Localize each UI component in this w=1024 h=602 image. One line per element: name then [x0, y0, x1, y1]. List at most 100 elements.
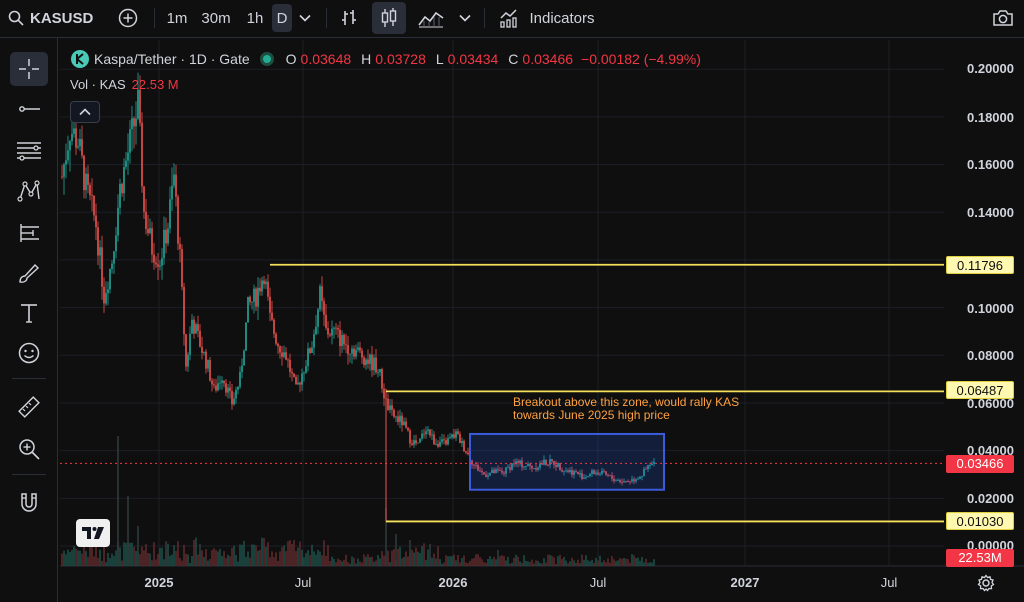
candle-body	[317, 309, 319, 327]
snapshot-button[interactable]	[988, 0, 1018, 36]
volume-bar	[615, 561, 617, 566]
emoji-tool[interactable]	[10, 336, 48, 370]
volume-bar	[145, 544, 147, 566]
high-label: H	[361, 51, 372, 67]
level-tag-high[interactable]: 0.11796	[946, 256, 1014, 274]
brush-tool[interactable]	[10, 256, 48, 290]
candle-body	[379, 369, 381, 373]
candle-body	[151, 228, 153, 255]
volume-bar	[395, 534, 397, 566]
candle-body	[491, 469, 493, 473]
zoom-in-icon	[19, 439, 40, 460]
candle-body	[521, 460, 523, 468]
volume-bar	[597, 560, 599, 566]
volume-bar	[359, 561, 361, 566]
candle-body	[123, 167, 125, 194]
candle-body	[83, 155, 85, 191]
candle-body	[409, 430, 411, 444]
volume-bar	[641, 556, 643, 566]
volume-bar	[77, 550, 79, 566]
candle-body	[337, 328, 339, 330]
pattern-tool[interactable]	[10, 174, 48, 208]
legend-title: Kaspa/Tether · 1D · Gate	[94, 51, 250, 67]
interval-d[interactable]: D	[272, 4, 292, 32]
volume-bar	[133, 546, 135, 566]
level-tag-low[interactable]: 0.01030	[946, 512, 1014, 530]
candle-body	[133, 118, 135, 127]
text-tool[interactable]	[10, 296, 48, 330]
volume-bar	[221, 556, 223, 566]
volume-bar	[127, 496, 129, 566]
volume-bar	[517, 556, 519, 566]
chart-annotation[interactable]: Breakout above this zone, would rally KA…	[513, 396, 813, 422]
candles-chart-type-button[interactable]	[372, 2, 406, 34]
tradingview-logo[interactable]	[76, 519, 110, 547]
area-chart-type-button[interactable]	[414, 0, 448, 36]
interval-30m[interactable]: 30m	[201, 9, 231, 27]
add-symbol-button[interactable]	[114, 0, 142, 36]
candle-body	[89, 184, 91, 196]
ruler-tool[interactable]	[10, 390, 48, 424]
interval-1h[interactable]: 1h	[246, 9, 264, 27]
volume-bar	[381, 551, 383, 566]
volume-bar	[487, 559, 489, 566]
indicators-button[interactable]: Indicators	[494, 0, 600, 36]
symbol-search[interactable]: KASUSD	[8, 0, 100, 36]
volume-bar	[445, 555, 447, 566]
candle-body	[167, 228, 169, 244]
candle-body	[527, 463, 529, 466]
price-chart[interactable]	[60, 40, 1024, 602]
chart-type-dropdown[interactable]	[454, 0, 476, 36]
volume-bar	[367, 554, 369, 566]
volume-bar	[553, 557, 555, 566]
volume-bar	[351, 556, 353, 566]
candle-body	[221, 380, 223, 383]
chart-settings-button[interactable]	[976, 573, 996, 593]
zoom-tool[interactable]	[10, 432, 48, 466]
volume-bar	[83, 545, 85, 566]
collapse-legend-button[interactable]	[70, 101, 100, 123]
interval-dropdown[interactable]	[294, 0, 316, 36]
interval-1m[interactable]: 1m	[166, 9, 188, 27]
candle-body	[405, 421, 407, 428]
volume-bar	[309, 555, 311, 566]
volume-bar	[485, 562, 487, 566]
volume-bar	[603, 560, 605, 566]
volume-bar	[263, 537, 265, 566]
candle-body	[109, 269, 111, 290]
candle-body	[97, 227, 99, 256]
volume-bar	[427, 549, 429, 566]
volume-bar	[601, 562, 603, 566]
candle-body	[389, 405, 391, 410]
candle-body	[273, 319, 275, 334]
candle-body	[197, 324, 199, 331]
volume-bar	[347, 562, 349, 566]
price-axis-label: 0.04000	[967, 443, 1014, 458]
candle-body	[413, 440, 415, 445]
bar-chart-type-button[interactable]	[334, 0, 364, 36]
volume-bar	[79, 550, 81, 566]
candle-body	[69, 140, 71, 151]
candle-body	[183, 286, 185, 335]
volume-bar	[89, 540, 91, 566]
area-icon	[418, 11, 444, 28]
candle-body	[125, 160, 127, 168]
fib-tool[interactable]	[10, 134, 48, 168]
low-label: L	[435, 51, 444, 67]
candle-body	[71, 133, 73, 141]
magnet-tool[interactable]	[10, 486, 48, 520]
price-axis-label: 0.14000	[967, 205, 1014, 220]
forecast-tool[interactable]	[10, 216, 48, 250]
volume-bar	[241, 544, 243, 566]
level-tag-mid[interactable]: 0.06487	[946, 381, 1014, 399]
candle-body	[203, 351, 205, 353]
trend-line-tool[interactable]	[10, 92, 48, 126]
volume-bar	[393, 549, 395, 566]
volume-bar	[433, 553, 435, 566]
candle-body	[99, 247, 101, 256]
volume-bar	[229, 556, 231, 566]
volume-bar	[301, 549, 303, 566]
crosshair-tool[interactable]	[10, 52, 48, 86]
candle-body	[415, 440, 417, 444]
volume-bar	[195, 537, 197, 566]
